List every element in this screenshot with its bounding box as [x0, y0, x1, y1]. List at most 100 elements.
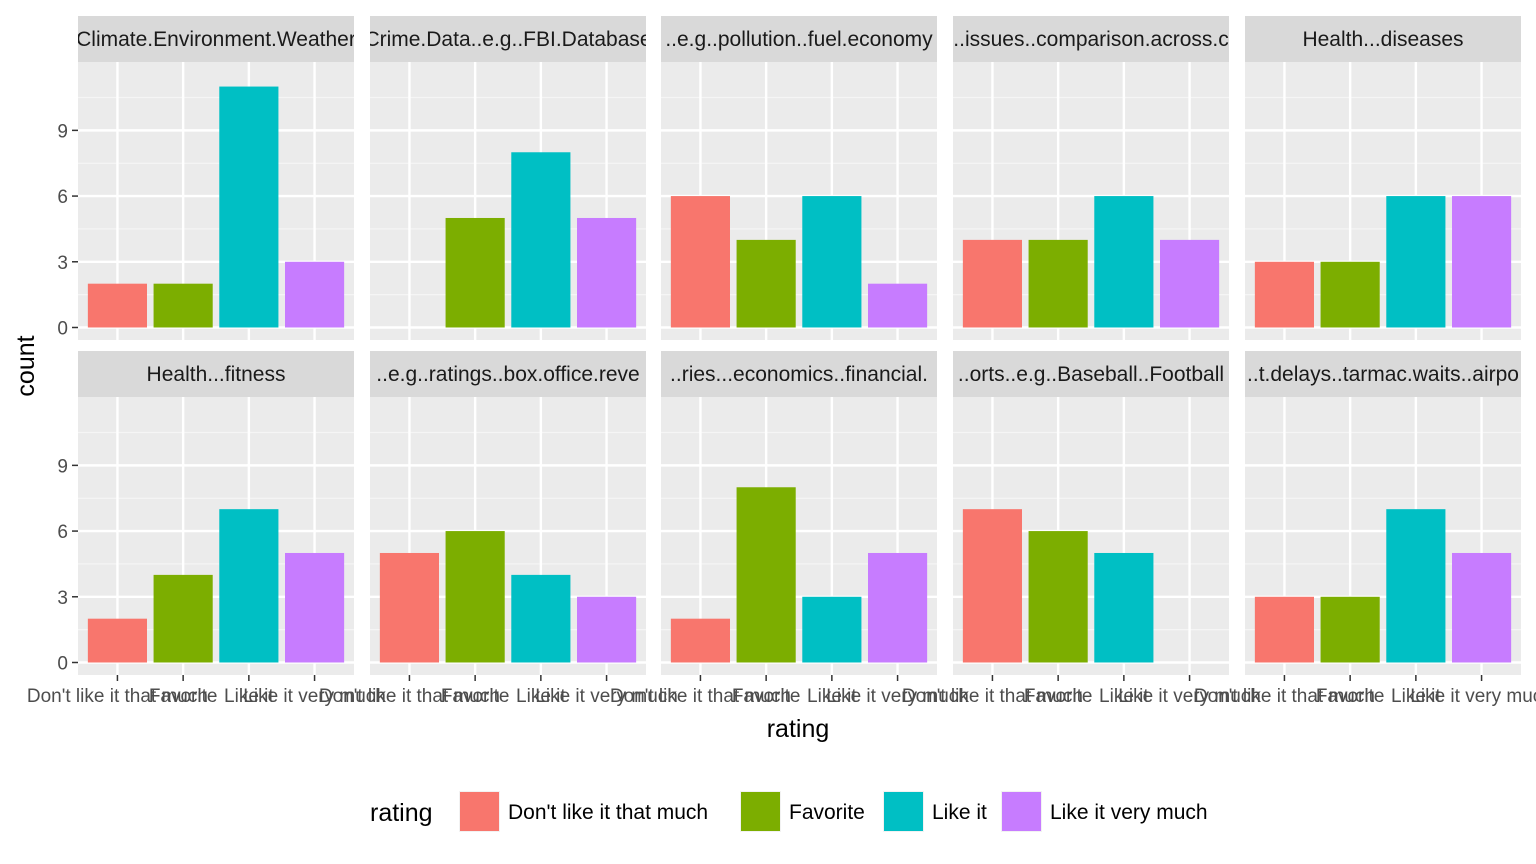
bar [962, 509, 1022, 663]
facet-panel: ..orts..e.g..Baseball..Football [953, 351, 1229, 675]
bar [87, 618, 147, 663]
bar [153, 283, 213, 328]
facet-strip-label: Climate.Environment.Weather [76, 28, 356, 51]
y-tick-label: 0 [57, 318, 68, 339]
x-tick-label: Like it [1099, 686, 1149, 707]
facet-strip [370, 351, 646, 397]
facet-strip [78, 351, 354, 397]
x-tick-label: Don't like it that much [610, 686, 791, 707]
x-tick-label: Favorite [1316, 686, 1385, 707]
x-tick-label: Like it very much [243, 686, 386, 707]
x-tick-label: Like it very much [826, 686, 969, 707]
bar [1386, 509, 1446, 663]
facet-strip [78, 16, 354, 62]
x-axis-title: rating [767, 715, 830, 743]
bar [153, 574, 213, 663]
bar [1320, 596, 1380, 663]
bar [1452, 196, 1512, 328]
x-tick-label: Like it [1391, 686, 1441, 707]
y-tick-label: 3 [57, 588, 68, 609]
x-tick-label: Favorite [1024, 686, 1093, 707]
bar [868, 552, 928, 663]
bar [285, 261, 345, 328]
legend-label: Like it [932, 801, 987, 824]
legend-label: Don't like it that much [508, 801, 708, 824]
y-tick-label: 3 [57, 253, 68, 274]
facet-panel: Climate.Environment.Weather [76, 16, 356, 340]
facet-strip-label: ..orts..e.g..Baseball..Football [958, 363, 1224, 386]
y-tick-label: 6 [57, 522, 68, 543]
bar [962, 239, 1022, 328]
facet-panels: Climate.Environment.Weather Crime.Data..e… [76, 16, 1521, 675]
bar [87, 283, 147, 328]
bar [802, 196, 862, 328]
facet-strip [370, 16, 646, 62]
x-tick-label: Favorite [149, 686, 218, 707]
x-tick-label: Don't like it that much [27, 686, 208, 707]
facet-strip-label: Health...diseases [1302, 28, 1463, 51]
facet-strip [953, 16, 1229, 62]
x-tick-label: Favorite [441, 686, 510, 707]
bar [219, 86, 279, 328]
facet-panel: ..ries...economics..financial. [661, 351, 937, 675]
legend-label: Favorite [789, 801, 865, 824]
bar [577, 217, 637, 328]
facet-strip-label: ..e.g..pollution..fuel.economy [665, 28, 933, 51]
bar [1386, 196, 1446, 328]
facet-strip [661, 16, 937, 62]
x-tick-label: Don't like it that much [319, 686, 500, 707]
bar [736, 239, 796, 328]
bar [802, 596, 862, 663]
facet-strip [953, 351, 1229, 397]
y-tick-label: 9 [57, 121, 68, 142]
x-tick-label: Like it very much [1410, 686, 1536, 707]
x-tick-label: Like it [224, 686, 274, 707]
legend-title: rating [370, 799, 433, 827]
bar [1028, 531, 1088, 663]
y-tick-label: 6 [57, 187, 68, 208]
facet-strip [661, 351, 937, 397]
facet-strip [1245, 351, 1521, 397]
facet-panel: Health...diseases [1245, 16, 1521, 340]
x-tick-label: Like it very much [1118, 686, 1261, 707]
y-tick-label: 9 [57, 456, 68, 477]
bar [511, 152, 571, 328]
bar [670, 196, 730, 328]
legend-key [460, 792, 499, 831]
facet-strip [1245, 16, 1521, 62]
facet-strip-label: ..e.g..ratings..box.office.reve [376, 363, 639, 386]
bar [736, 487, 796, 663]
bar [1094, 552, 1154, 663]
x-tick-label: Favorite [732, 686, 801, 707]
x-tick-label: Like it very much [535, 686, 678, 707]
facet-panel: ..issues..comparison.across.c [953, 16, 1229, 340]
facet-panel: Health...fitness [78, 351, 354, 675]
x-tick-label: Don't like it that much [1194, 686, 1375, 707]
legend-key [741, 792, 780, 831]
x-tick-label: Like it [516, 686, 566, 707]
facet-strip-label: Crime.Data..e.g..FBI.Database [364, 28, 651, 51]
bar [379, 552, 439, 663]
bar [1254, 261, 1314, 328]
facet-strip-label: ..t.delays..tarmac.waits..airpo [1247, 363, 1519, 386]
bar [1160, 239, 1220, 328]
facet-panel: ..e.g..pollution..fuel.economy [661, 16, 937, 340]
y-tick-label: 0 [57, 653, 68, 674]
bar [445, 531, 505, 663]
x-tick-label: Don't like it that much [902, 686, 1083, 707]
bar [577, 596, 637, 663]
bar [670, 618, 730, 663]
bar [1094, 196, 1154, 328]
bar [445, 217, 505, 328]
facet-panel: ..e.g..ratings..box.office.reve [370, 351, 646, 675]
facet-panel: Crime.Data..e.g..FBI.Database [364, 16, 651, 340]
bar [285, 552, 345, 663]
legend-label: Like it very much [1050, 801, 1208, 824]
facet-strip-label: ..ries...economics..financial. [670, 363, 928, 386]
legend-key [1002, 792, 1041, 831]
y-axes: 0 3 6 9 0 3 6 9 [57, 121, 78, 674]
facet-strip-label: Health...fitness [147, 363, 286, 386]
x-tick-label: Like it [807, 686, 857, 707]
